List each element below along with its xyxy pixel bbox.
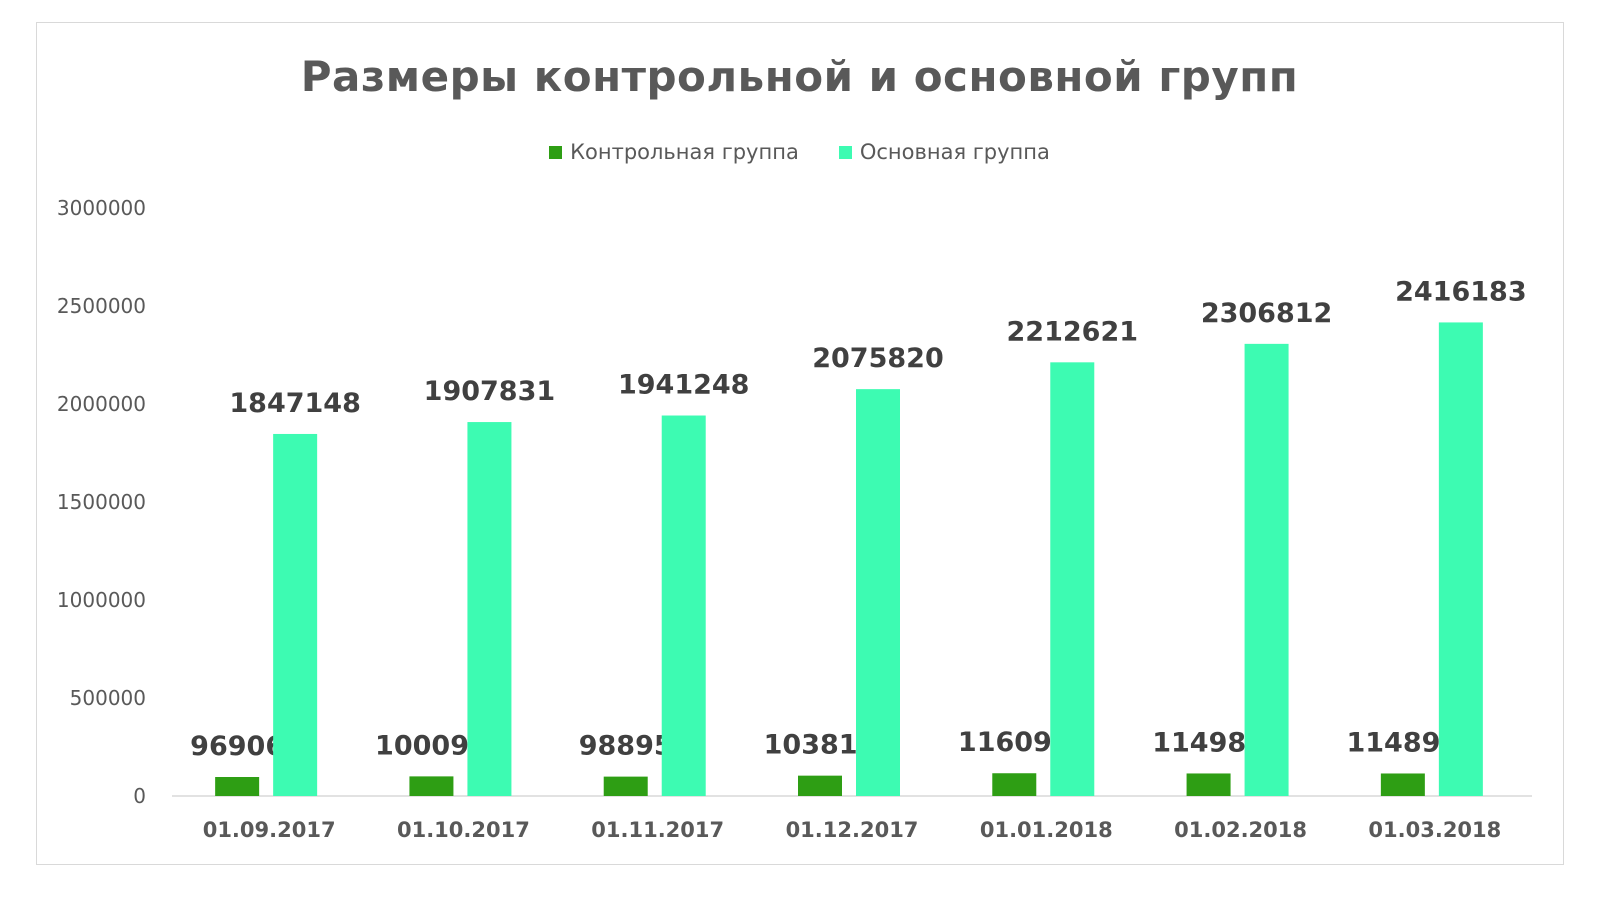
y-tick-label: 500000 bbox=[70, 686, 146, 710]
data-label-main: 2416183 bbox=[1395, 276, 1527, 307]
bar-main bbox=[661, 415, 706, 796]
legend-item-control: Контрольная группа bbox=[549, 140, 799, 164]
data-label-main: 2212621 bbox=[1007, 316, 1139, 347]
data-label-main: 2306812 bbox=[1201, 298, 1333, 329]
x-tick-label: 01.03.2018 bbox=[1368, 818, 1501, 842]
x-tick-label: 01.12.2017 bbox=[786, 818, 919, 842]
x-tick-label: 01.01.2018 bbox=[980, 818, 1113, 842]
y-tick-label: 2000000 bbox=[57, 392, 146, 416]
bar-main bbox=[1050, 362, 1095, 796]
y-tick-label: 1500000 bbox=[57, 490, 146, 514]
data-label-control: 98895 bbox=[579, 731, 673, 762]
x-tick-label: 01.11.2017 bbox=[591, 818, 724, 842]
data-label-main: 1847148 bbox=[229, 388, 361, 419]
y-tick-label: 1000000 bbox=[57, 588, 146, 612]
x-tick-label: 01.09.2017 bbox=[203, 818, 336, 842]
bar-main bbox=[1244, 343, 1289, 796]
bar-main bbox=[467, 422, 512, 796]
data-label-control: 96906 bbox=[190, 731, 284, 762]
chart-title: Размеры контрольной и основной групп bbox=[300, 52, 1299, 101]
bar-control bbox=[1380, 773, 1425, 796]
bar-control bbox=[1186, 773, 1231, 796]
y-tick-label: 0 bbox=[133, 784, 146, 808]
bar-main bbox=[273, 433, 318, 796]
y-tick-label: 2500000 bbox=[57, 294, 146, 318]
bar-control bbox=[409, 776, 454, 796]
legend-item-main: Основная группа bbox=[838, 140, 1050, 164]
bar-main bbox=[1438, 322, 1483, 796]
data-label-main: 1941248 bbox=[618, 370, 750, 401]
x-tick-label: 01.02.2018 bbox=[1174, 818, 1307, 842]
data-label-main: 1907831 bbox=[424, 376, 556, 407]
bar-main bbox=[856, 389, 900, 796]
data-label-main: 2075820 bbox=[812, 343, 944, 374]
bar-control bbox=[215, 777, 260, 796]
legend-label-control: Контрольная группа bbox=[570, 140, 799, 164]
legend-swatch-main bbox=[838, 145, 852, 159]
legend-swatch-control bbox=[549, 145, 563, 159]
legend-label-main: Основная группа bbox=[859, 140, 1050, 164]
x-tick-label: 01.10.2017 bbox=[397, 818, 530, 842]
bar-control bbox=[603, 776, 648, 796]
y-tick-label: 3000000 bbox=[57, 196, 146, 220]
bar-control bbox=[798, 775, 842, 796]
bar-control bbox=[992, 773, 1037, 796]
chart-legend: Контрольная группа Основная группа bbox=[0, 140, 1599, 164]
